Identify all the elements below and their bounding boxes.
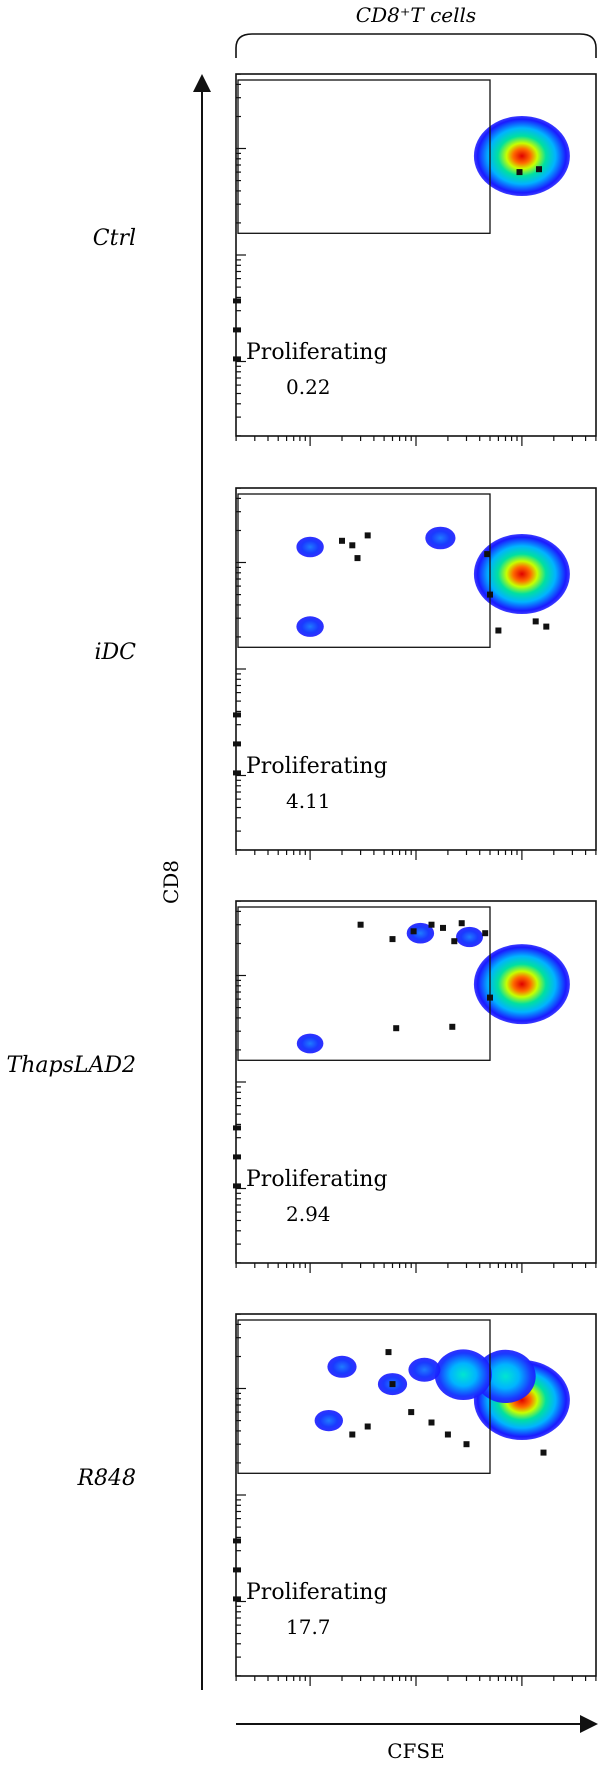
proliferating-gate	[237, 906, 491, 1061]
chart-title: CD8⁺T cells	[356, 3, 476, 27]
header-bracket	[235, 33, 597, 58]
event-point	[463, 1441, 470, 1448]
panel-thapslad2: Proliferating 2.94	[233, 900, 597, 1273]
event-point	[385, 1349, 392, 1356]
density-cluster	[434, 1349, 492, 1400]
event-point	[451, 938, 458, 945]
panel-plot-area	[314, 1349, 570, 1456]
event-point	[458, 920, 465, 927]
event-point	[536, 166, 542, 173]
density-cluster	[314, 1410, 343, 1432]
event-point	[543, 623, 550, 630]
event-point	[357, 921, 364, 928]
y-axis-arrowhead	[193, 74, 211, 92]
density-cluster	[406, 922, 435, 944]
panel-idc: Proliferating 4.11	[233, 487, 597, 860]
density-cluster	[408, 1357, 441, 1382]
condition-label: iDC	[94, 640, 136, 665]
gate-value: 0.22	[286, 375, 331, 399]
proliferating-gate	[237, 493, 491, 648]
panel-ctrl: Proliferating 0.22	[233, 73, 597, 446]
event-point	[364, 532, 371, 539]
edge-event	[233, 712, 241, 718]
panel-r848: Proliferating 17.7	[233, 1313, 597, 1686]
gate-label: Proliferating	[246, 1580, 388, 1605]
event-point	[389, 1381, 396, 1388]
y-axis: CD8	[159, 74, 211, 1690]
gate-value: 4.11	[286, 789, 331, 813]
x-axis-arrowhead	[580, 1715, 598, 1733]
panel-plot-area	[473, 116, 570, 196]
event-point	[440, 924, 446, 931]
condition-label: Ctrl	[93, 226, 136, 251]
edge-event	[233, 770, 241, 776]
panel-plot-area	[296, 526, 570, 637]
proliferating-gate	[237, 1319, 491, 1474]
edge-event	[233, 1596, 241, 1602]
panel-plot-area	[296, 920, 570, 1054]
event-point	[444, 1431, 451, 1438]
density-cluster	[473, 534, 570, 614]
event-point	[389, 936, 396, 943]
gate-label: Proliferating	[246, 340, 388, 365]
event-point	[428, 1419, 435, 1426]
condition-label: R848	[76, 1466, 136, 1491]
density-cluster	[473, 116, 570, 196]
x-axis: CFSE	[236, 1715, 598, 1763]
y-axis-title: CD8	[159, 860, 183, 904]
edge-event	[233, 1183, 241, 1189]
event-point	[354, 555, 361, 562]
density-cluster	[425, 526, 456, 550]
header: CD8⁺T cells	[235, 3, 597, 58]
event-point	[449, 1023, 456, 1030]
edge-event	[233, 1538, 241, 1544]
event-point	[339, 537, 345, 544]
event-point	[495, 627, 502, 634]
gate-label: Proliferating	[246, 754, 388, 779]
edge-event	[233, 1125, 241, 1131]
event-point	[540, 1449, 547, 1456]
event-point	[393, 1025, 400, 1032]
proliferating-gate	[237, 79, 491, 234]
event-point	[349, 542, 356, 549]
event-point	[408, 1409, 415, 1416]
event-point	[428, 921, 435, 928]
x-axis-title: CFSE	[387, 1739, 444, 1763]
density-cluster	[296, 616, 324, 637]
edge-event	[233, 298, 241, 304]
density-cluster	[456, 926, 483, 948]
density-cluster	[296, 536, 324, 558]
event-point	[516, 169, 523, 176]
event-point	[364, 1423, 371, 1430]
panels: Proliferating 0.22 Ctrl Proliferating 4.11 iD…	[7, 73, 597, 1686]
event-point	[532, 618, 539, 625]
density-cluster	[327, 1355, 357, 1378]
edge-event	[233, 356, 241, 362]
gate-label: Proliferating	[246, 1167, 388, 1192]
gate-value: 2.94	[286, 1202, 331, 1226]
condition-label: ThapsLAD2	[7, 1053, 136, 1078]
gate-value: 17.7	[286, 1615, 331, 1639]
event-point	[349, 1431, 356, 1438]
event-point	[484, 551, 491, 558]
density-cluster	[296, 1033, 324, 1054]
event-point	[482, 930, 489, 937]
density-cluster	[473, 944, 570, 1025]
event-point	[410, 928, 417, 935]
